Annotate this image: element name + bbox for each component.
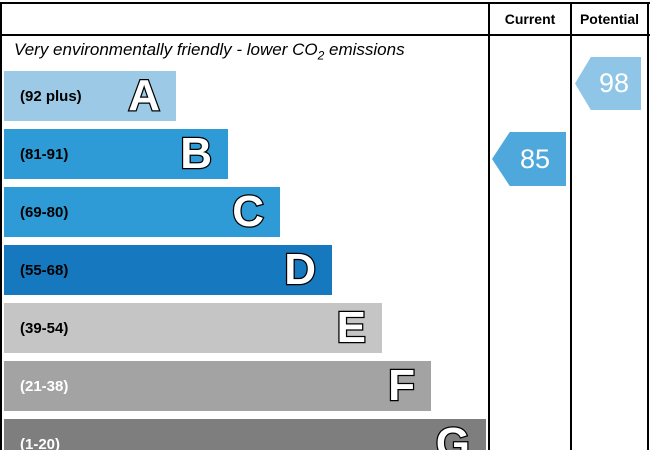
band-range-label: (92 plus): [20, 87, 82, 105]
band-range-label: (69-80): [20, 203, 69, 221]
band-row-e: (39-54) E: [4, 302, 382, 354]
band-range-label: (81-91): [20, 145, 69, 163]
band-bar-d: (55-68) D: [4, 244, 332, 296]
potential-column-header: Potential: [579, 11, 640, 27]
potential-column-divider: [570, 2, 572, 450]
band-row-d: (55-68) D: [4, 244, 332, 296]
current-rating-value: 85: [519, 143, 551, 174]
border-left: [0, 2, 2, 450]
band-letter: A: [127, 70, 161, 122]
caption-text: Very environmentally friendly - lower CO: [14, 40, 318, 59]
band-range-label: (1-20): [20, 435, 61, 450]
caption-text-end: emissions: [324, 40, 405, 59]
band-row-c: (69-80) C: [4, 186, 280, 238]
band-row-g: (1-20) G: [4, 418, 486, 450]
header-separator: [0, 34, 650, 36]
band-letter: C: [231, 186, 265, 238]
band-row-b: (81-91) B: [4, 128, 228, 180]
current-rating-arrow: 85: [492, 132, 566, 186]
band-letter: D: [283, 244, 317, 296]
band-bar-f: (21-38) F: [4, 360, 431, 412]
band-range-label: (55-68): [20, 261, 69, 279]
border-right: [647, 2, 649, 450]
band-bar-c: (69-80) C: [4, 186, 280, 238]
band-bar-b: (81-91) B: [4, 128, 228, 180]
band-row-a: (92 plus) A: [4, 70, 176, 122]
band-letter: B: [179, 128, 213, 180]
band-letter: F: [387, 360, 416, 412]
current-column-divider: [488, 2, 490, 450]
potential-rating-arrow: 98: [575, 57, 641, 110]
band-letter: E: [335, 302, 367, 354]
band-range-label: (21-38): [20, 377, 69, 395]
border-top: [0, 2, 650, 4]
band-letter: G: [435, 418, 472, 450]
caption-subscript: 2: [317, 48, 325, 63]
band-bar-e: (39-54) E: [4, 302, 382, 354]
potential-rating-value: 98: [598, 68, 630, 98]
chart-caption: Very environmentally friendly - lower CO…: [14, 40, 484, 62]
band-bar-g: (1-20) G: [4, 418, 486, 450]
band-row-f: (21-38) F: [4, 360, 431, 412]
band-range-label: (39-54): [20, 319, 69, 337]
current-column-header: Current: [504, 11, 556, 27]
band-bar-a: (92 plus) A: [4, 70, 176, 122]
